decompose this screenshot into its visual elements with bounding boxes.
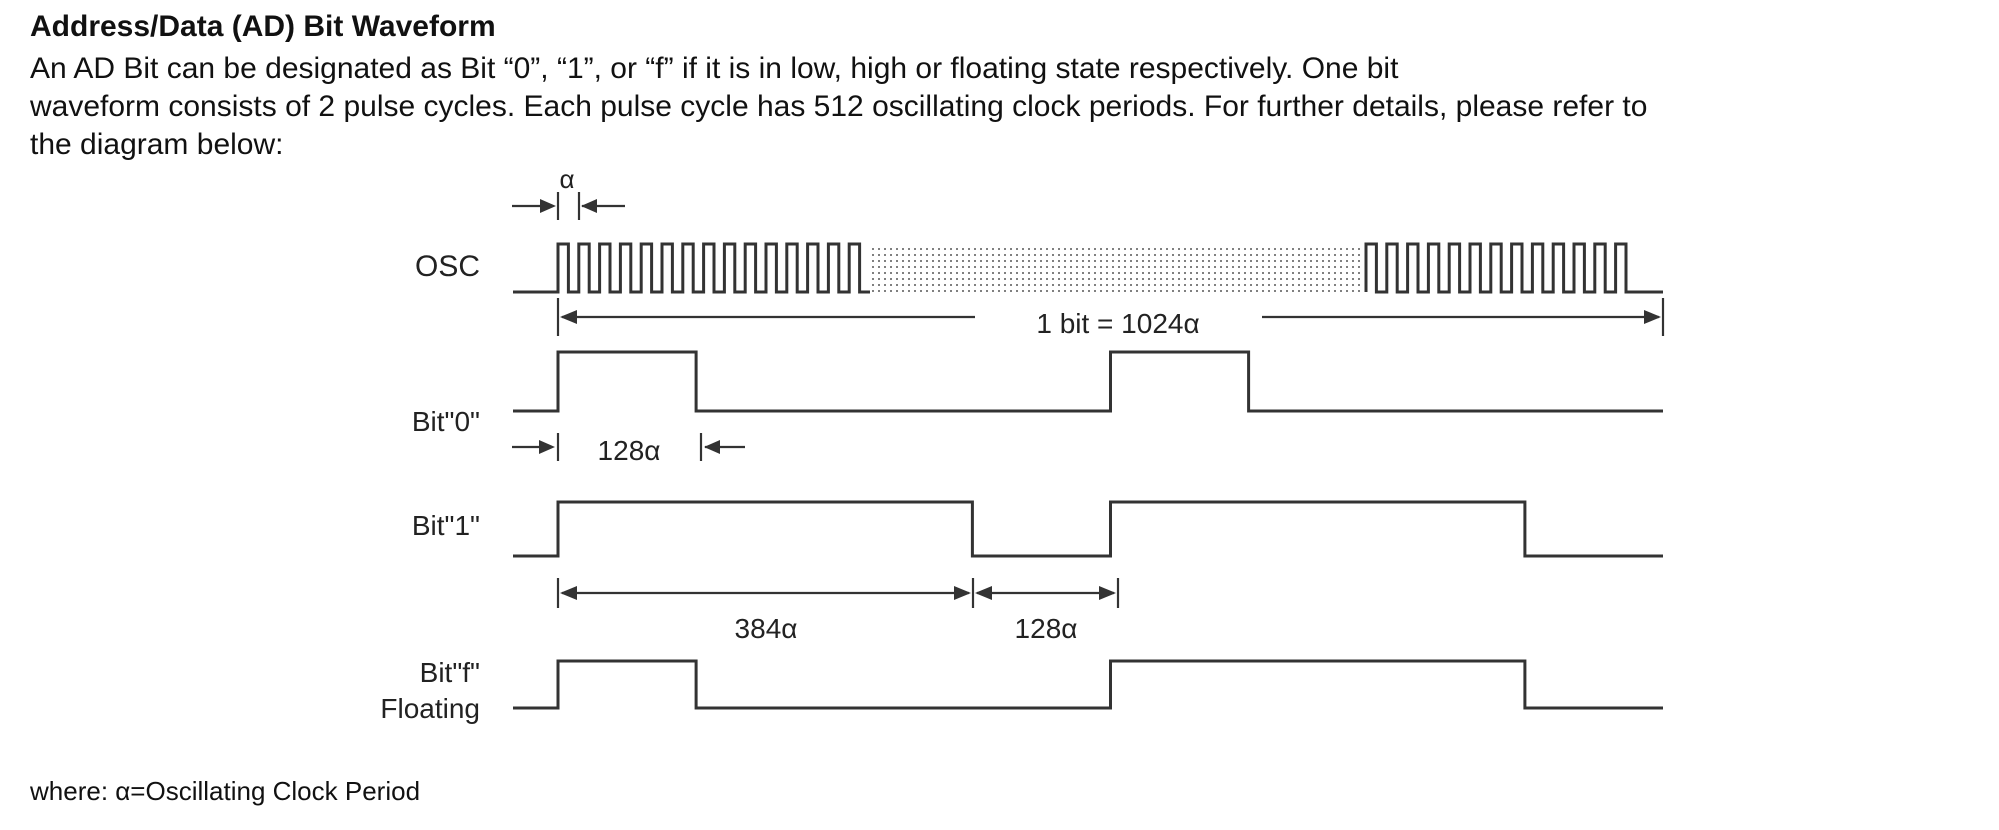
osc-waveform (513, 242, 1663, 294)
description-paragraph: An AD Bit can be designated as Bit “0”, … (30, 50, 1990, 164)
section-heading: Address/Data (AD) Bit Waveform (30, 10, 496, 43)
bit0-high-label: 128α (598, 435, 661, 466)
bitf-floating-label: Floating (380, 693, 480, 724)
alpha-arrowhead-left (540, 199, 556, 213)
bit1-waveform (513, 500, 1663, 558)
bit1-label: Bit"1" (412, 510, 480, 541)
bit0-waveform (513, 350, 1663, 413)
bit1-high-duration-label: 384α (735, 613, 798, 644)
osc-elided-region (870, 244, 1364, 292)
bit0-high-dimension: 128α (512, 433, 745, 466)
bit1-low-duration-label: 128α (1015, 613, 1078, 644)
alpha-label: α (559, 164, 574, 194)
footnote: where: α=Oscillating Clock Period (30, 776, 421, 806)
one-bit-arrowhead-right (1644, 310, 1661, 324)
alpha-marker: α (512, 164, 625, 220)
one-bit-dimension: 1 bit = 1024α (556, 298, 1665, 339)
one-bit-label: 1 bit = 1024α (1036, 308, 1199, 339)
bit1-low-arrowhead-right (1099, 586, 1116, 600)
bit0-dim-arrowhead-left (539, 440, 555, 454)
bit1-high-arrowhead-right (954, 586, 971, 600)
description-line-1: An AD Bit can be designated as Bit “0”, … (30, 52, 1399, 85)
bit0-label: Bit"0" (412, 406, 480, 437)
osc-label: OSC (415, 250, 480, 283)
description-line-3: the diagram below: (30, 128, 284, 161)
bitf-label: Bit"f" (420, 657, 480, 688)
bit1-dimensions: 384α 128α (556, 578, 1120, 644)
description-line-2: waveform consists of 2 pulse cycles. Eac… (30, 90, 1648, 123)
bitf-waveform (513, 659, 1663, 710)
